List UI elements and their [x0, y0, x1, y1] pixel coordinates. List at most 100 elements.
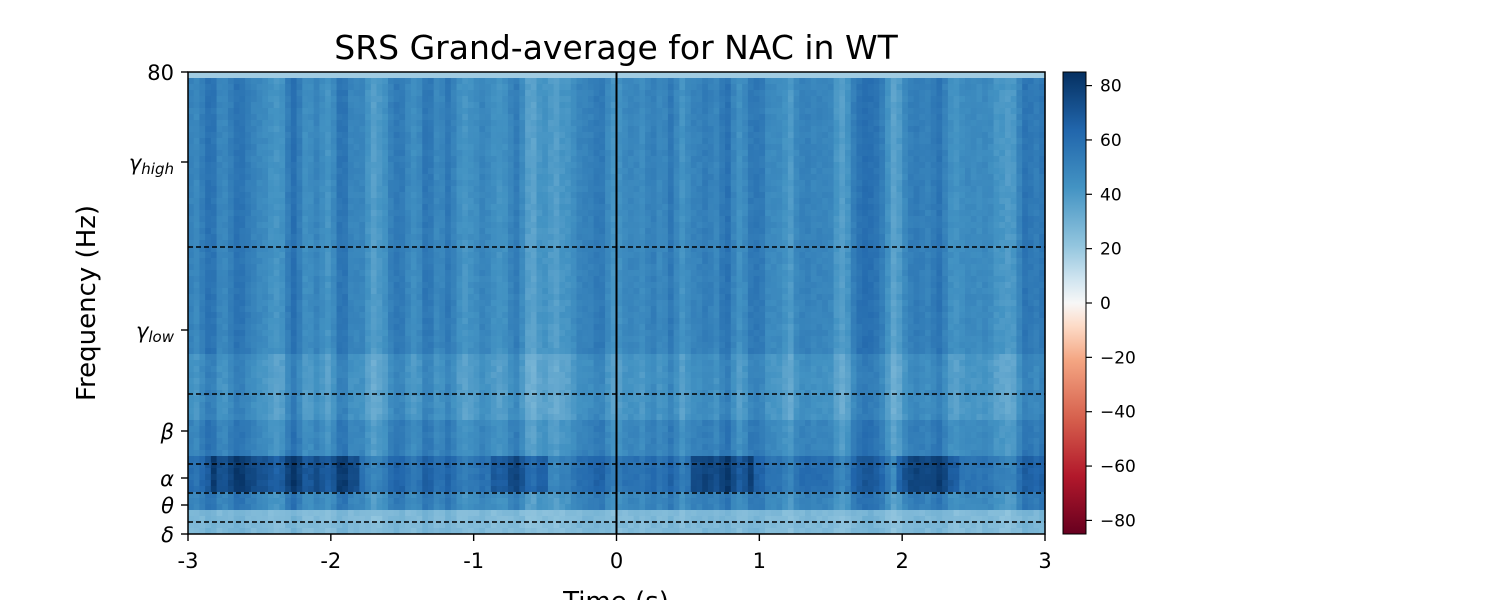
heatmap-cell [342, 102, 349, 108]
heatmap-cell [736, 186, 743, 192]
heatmap-cell [867, 156, 875, 162]
heatmap-cell [936, 96, 943, 102]
heatmap-cell [656, 72, 663, 78]
heatmap-cell [605, 96, 612, 102]
heatmap-cell [805, 78, 812, 84]
heatmap-cell [485, 72, 492, 78]
heatmap-cell [427, 126, 435, 132]
heatmap-cell [222, 84, 229, 90]
heatmap-cell [565, 192, 572, 198]
heatmap-cell [839, 156, 846, 162]
heatmap-cell [525, 132, 532, 138]
heatmap-cell [222, 78, 229, 84]
heatmap-cell [387, 270, 395, 276]
heatmap-cell [702, 78, 709, 84]
heatmap-cell [902, 72, 909, 78]
heatmap-cell [387, 162, 395, 168]
heatmap-cell [679, 72, 686, 78]
heatmap-cell [679, 114, 686, 120]
heatmap-cell [1033, 240, 1040, 246]
heatmap-cell [896, 246, 903, 252]
heatmap-cell [193, 144, 201, 150]
heatmap-cell [239, 174, 246, 180]
heatmap-cell [382, 168, 389, 174]
heatmap-cell [513, 126, 520, 132]
heatmap-cell [553, 246, 560, 252]
heatmap-cell [936, 132, 943, 138]
heatmap-cell [205, 258, 212, 264]
heatmap-cell [919, 198, 926, 204]
heatmap-cell [565, 78, 572, 84]
heatmap-cell [1016, 150, 1023, 156]
heatmap-cell [930, 126, 938, 132]
heatmap-cell [205, 144, 212, 150]
heatmap-cell [382, 144, 389, 150]
heatmap-cell [519, 204, 526, 210]
heatmap-cell [473, 84, 480, 90]
heatmap-cell [867, 120, 875, 126]
heatmap-cell [913, 174, 920, 180]
heatmap-cell [919, 234, 926, 240]
heatmap-cell [370, 192, 378, 198]
heatmap-cell [399, 234, 406, 240]
heatmap-cell [599, 198, 606, 204]
heatmap-cell [296, 222, 303, 228]
heatmap-cell [987, 108, 995, 114]
heatmap-cell [450, 84, 458, 90]
heatmap-cell [399, 258, 406, 264]
heatmap-cell [456, 198, 463, 204]
heatmap-cell [1005, 180, 1012, 186]
heatmap-cell [1027, 144, 1035, 150]
heatmap-cell [565, 216, 572, 222]
heatmap-cell [325, 174, 332, 180]
heatmap-cell [262, 126, 269, 132]
heatmap-cell [336, 108, 343, 114]
heatmap-cell [496, 204, 503, 210]
heatmap-cell [947, 198, 955, 204]
heatmap-cell [753, 120, 760, 126]
heatmap-cell [970, 174, 978, 180]
heatmap-cell [793, 156, 800, 162]
heatmap-cell [862, 96, 869, 102]
heatmap-cell [776, 120, 783, 126]
heatmap-cell [799, 186, 806, 192]
heatmap-cell [827, 114, 835, 120]
heatmap-cell [347, 252, 355, 258]
heatmap-cell [845, 132, 852, 138]
heatmap-cell [759, 228, 766, 234]
heatmap-cell [553, 192, 560, 198]
heatmap-cell [313, 162, 320, 168]
heatmap-cell [353, 258, 360, 264]
heatmap-cell [267, 258, 275, 264]
heatmap-cell [627, 96, 635, 102]
heatmap-cell [696, 156, 703, 162]
heatmap-cell [805, 240, 812, 246]
heatmap-cell [1033, 162, 1040, 168]
heatmap-cell [330, 186, 338, 192]
heatmap-cell [582, 198, 589, 204]
heatmap-cell [285, 216, 292, 222]
heatmap-cell [919, 132, 926, 138]
heatmap-cell [433, 96, 440, 102]
heatmap-cell [633, 222, 640, 228]
heatmap-cell [462, 234, 469, 240]
heatmap-cell [839, 204, 846, 210]
heatmap-cell [307, 132, 315, 138]
heatmap-cell [416, 210, 423, 216]
heatmap-cell [1027, 90, 1035, 96]
heatmap-cell [250, 114, 258, 120]
heatmap-cell [867, 162, 875, 168]
heatmap-cell [587, 120, 595, 126]
heatmap-cell [302, 72, 309, 78]
heatmap-cell [1027, 222, 1035, 228]
heatmap-cell [262, 90, 269, 96]
heatmap-cell [639, 168, 646, 174]
heatmap-cell [262, 180, 269, 186]
heatmap-cell [542, 108, 549, 114]
heatmap-cell [822, 150, 829, 156]
heatmap-cell [290, 162, 298, 168]
heatmap-cell [576, 78, 583, 84]
heatmap-cell [907, 174, 915, 180]
heatmap-cell [667, 228, 675, 234]
heatmap-cell [245, 222, 252, 228]
